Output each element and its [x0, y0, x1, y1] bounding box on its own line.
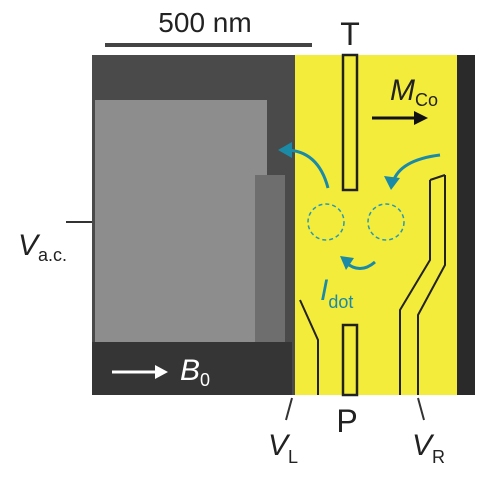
contact-region	[95, 100, 267, 342]
scale-label: 500 nm	[158, 7, 251, 38]
figure: 500 nm T MCo Va.c. B0 Idot VL P VR	[0, 0, 502, 477]
left-gate-label: VL	[268, 429, 298, 467]
right-lead	[418, 398, 424, 420]
symbol: M	[390, 74, 415, 107]
subscript: 0	[200, 370, 210, 390]
symbol: B	[180, 354, 200, 387]
subscript: dot	[328, 292, 353, 312]
top-gate-label: T	[340, 16, 360, 52]
left-lead	[286, 398, 292, 420]
subscript: R	[432, 447, 445, 467]
subscript: L	[288, 447, 298, 467]
right-gate-label: VR	[412, 429, 445, 467]
ac-voltage-label: Va.c.	[18, 229, 67, 265]
symbol: I	[320, 274, 328, 307]
right-edge	[457, 55, 475, 395]
subscript: Co	[415, 90, 438, 110]
plunger-label: P	[336, 403, 357, 439]
subscript: a.c.	[38, 245, 67, 265]
edge-region	[255, 175, 285, 345]
page: 500 nm T MCo Va.c. B0 Idot VL P VR (() =…	[0, 0, 502, 477]
